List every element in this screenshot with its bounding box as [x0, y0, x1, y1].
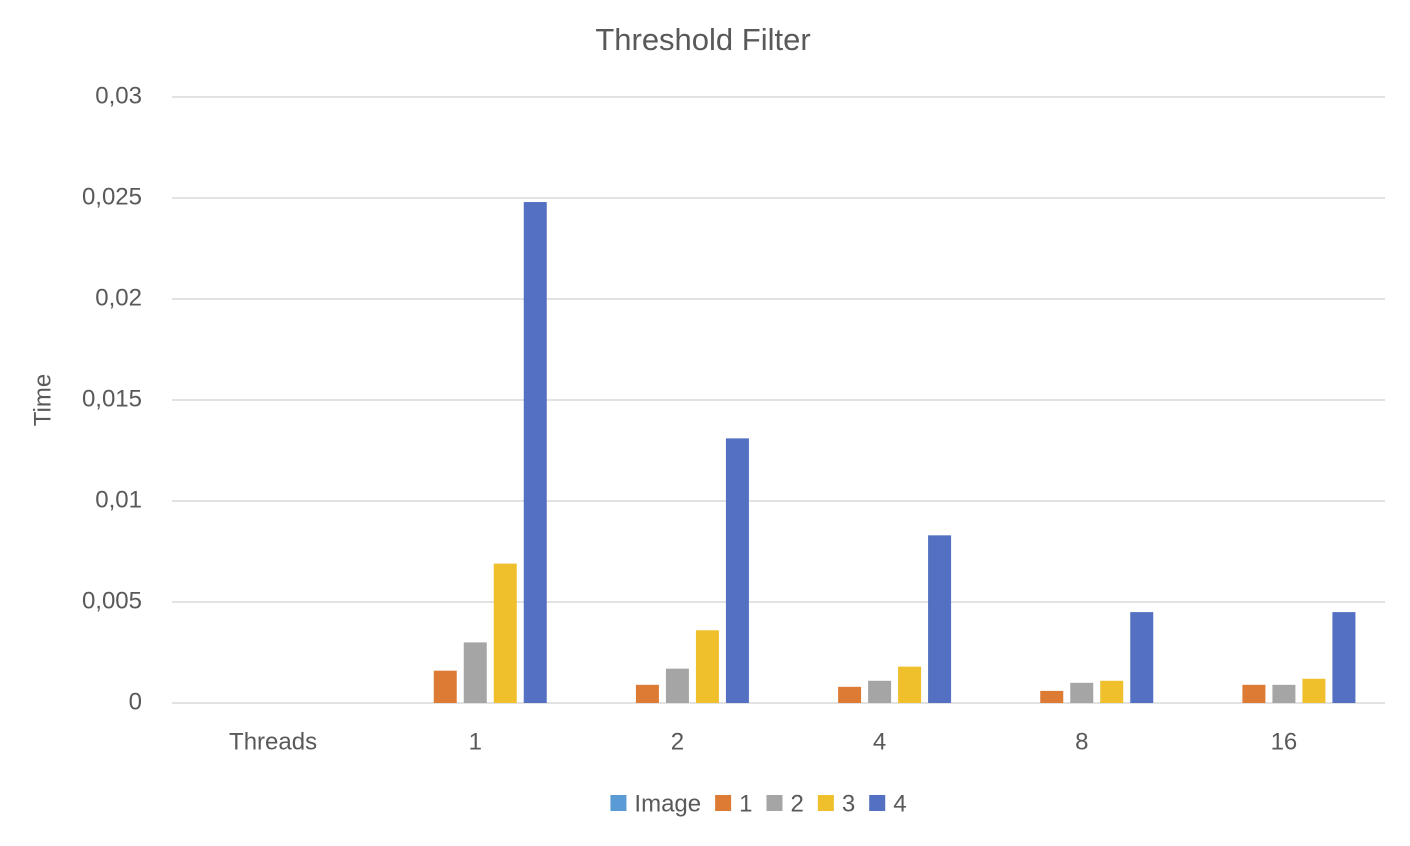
bar	[523, 202, 547, 704]
x-tick-label: 1	[469, 728, 482, 755]
legend-label: 3	[842, 790, 855, 817]
bar	[463, 642, 487, 703]
legend-swatch	[715, 795, 732, 811]
y-tick-label: 0,015	[82, 385, 142, 412]
bar	[433, 670, 457, 703]
x-tick-label: 2	[671, 728, 684, 755]
y-tick-label: 0,01	[95, 486, 142, 513]
bar	[838, 686, 862, 703]
bar	[928, 535, 952, 703]
bar	[898, 666, 922, 703]
x-tick-label: 16	[1271, 728, 1298, 755]
legend-swatch	[766, 795, 783, 811]
y-tick-label: 0,025	[82, 183, 142, 210]
bar	[665, 668, 689, 703]
bar	[1272, 684, 1296, 703]
legend-label: Image	[634, 790, 701, 817]
legend-swatch	[610, 795, 627, 811]
bar	[725, 438, 749, 703]
y-axis-label: Time	[29, 374, 56, 426]
bar	[695, 630, 719, 703]
x-tick-label: 8	[1075, 728, 1088, 755]
bar	[868, 680, 892, 703]
y-tick-label: 0,03	[95, 82, 142, 109]
legend-swatch	[817, 795, 834, 811]
x-tick-label: Threads	[229, 728, 317, 755]
bar	[1302, 678, 1326, 703]
bar	[1070, 682, 1094, 703]
bar	[635, 684, 659, 703]
legend-label: 2	[790, 790, 803, 817]
legend-swatch	[869, 795, 886, 811]
bar	[1242, 684, 1266, 703]
y-tick-label: 0	[129, 688, 142, 715]
x-tick-label: 4	[873, 728, 886, 755]
legend-label: 1	[739, 790, 752, 817]
bar	[1332, 612, 1356, 703]
legend-label: 4	[893, 790, 906, 817]
y-tick-label: 0,02	[95, 284, 142, 311]
chart-title: Threshold Filter	[595, 22, 810, 57]
bar	[493, 563, 517, 703]
bar	[1130, 612, 1154, 703]
y-tick-label: 0,005	[82, 587, 142, 614]
bar	[1040, 690, 1064, 703]
bar	[1100, 680, 1124, 703]
